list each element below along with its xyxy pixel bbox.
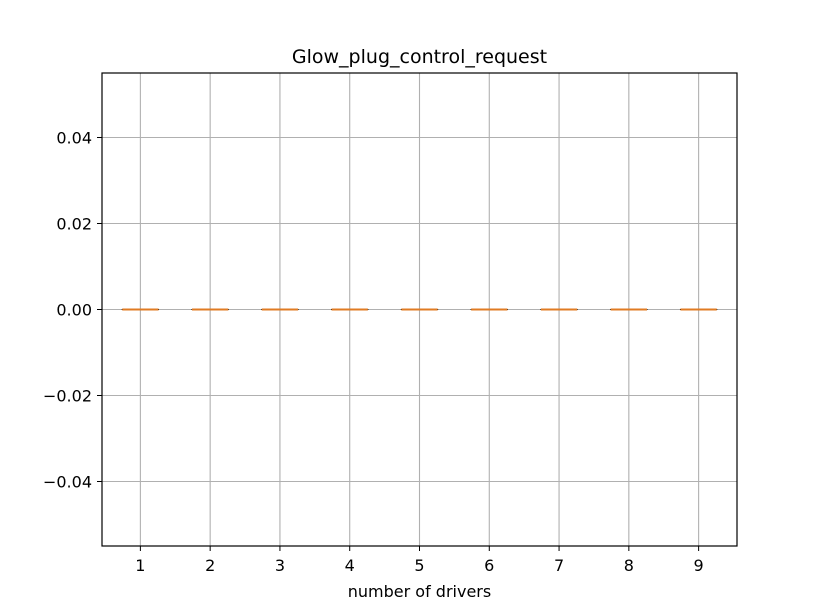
y-tick-label: 0.00 <box>56 301 92 320</box>
x-axis-label: number of drivers <box>348 582 491 601</box>
x-tick-label: 4 <box>345 556 355 575</box>
y-axis-ticks: −0.04 −0.02 0.00 0.02 0.04 <box>43 129 102 492</box>
x-tick-label: 1 <box>135 556 145 575</box>
y-tick-label: −0.04 <box>43 473 92 492</box>
x-tick-label: 8 <box>624 556 634 575</box>
x-tick-label: 9 <box>694 556 704 575</box>
x-axis-ticks: 1 2 3 4 5 6 7 8 9 <box>135 546 704 575</box>
x-tick-label: 7 <box>554 556 564 575</box>
chart-title: Glow_plug_control_request <box>292 46 547 68</box>
x-tick-label: 6 <box>484 556 494 575</box>
x-tick-label: 5 <box>414 556 424 575</box>
x-tick-label: 2 <box>205 556 215 575</box>
y-tick-label: −0.02 <box>43 387 92 406</box>
y-tick-label: 0.04 <box>56 129 92 148</box>
x-tick-label: 3 <box>275 556 285 575</box>
y-tick-label: 0.02 <box>56 215 92 234</box>
